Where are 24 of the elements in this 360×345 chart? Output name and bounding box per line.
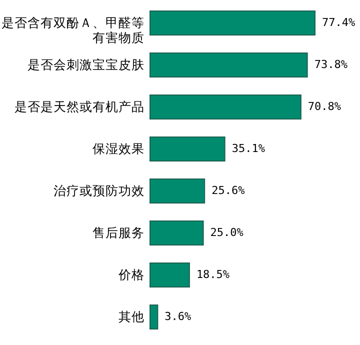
bar xyxy=(150,178,206,204)
data-label: 35.1% xyxy=(232,142,266,155)
y-tick-label: 治疗或预防功效 xyxy=(54,183,144,198)
bar xyxy=(150,10,316,36)
y-tick-label: 其他 xyxy=(118,309,144,324)
data-label: 25.0% xyxy=(210,226,244,239)
bar xyxy=(150,304,158,330)
y-tick-label: 价格 xyxy=(118,267,144,282)
y-tick-label: 售后服务 xyxy=(92,225,144,240)
data-label: 18.5% xyxy=(196,268,230,281)
bar xyxy=(150,52,308,78)
bar xyxy=(150,262,190,288)
bar xyxy=(150,94,302,120)
y-tick-label: 是否会刺激宝宝皮肤 xyxy=(28,57,144,72)
y-tick-label: 是否含有双酚Ａ、甲醛等有害物质 xyxy=(2,15,144,45)
data-label: 73.8% xyxy=(314,58,348,71)
data-label: 77.4% xyxy=(322,16,356,29)
bar xyxy=(150,220,204,246)
bar xyxy=(150,136,226,162)
data-label: 3.6% xyxy=(164,310,192,323)
y-tick-label: 保湿效果 xyxy=(92,141,144,156)
data-label: 25.6% xyxy=(212,184,246,197)
y-tick-label: 是否是天然或有机产品 xyxy=(14,99,144,114)
data-label: 70.8% xyxy=(308,100,342,113)
